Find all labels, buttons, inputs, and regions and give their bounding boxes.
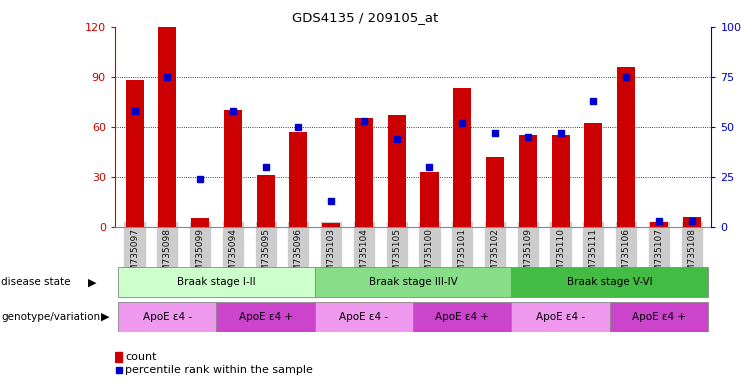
- Text: ApoE ε4 +: ApoE ε4 +: [632, 312, 686, 322]
- Bar: [118, 268, 315, 297]
- Text: disease state: disease state: [1, 277, 71, 287]
- Bar: [388, 115, 406, 227]
- Bar: [159, 27, 176, 227]
- Bar: [650, 222, 668, 227]
- Text: ApoE ε4 -: ApoE ε4 -: [143, 312, 192, 322]
- Title: GDS4135 / 209105_at: GDS4135 / 209105_at: [292, 11, 439, 24]
- Bar: [617, 67, 635, 227]
- Bar: [511, 302, 610, 331]
- Text: genotype/variation: genotype/variation: [1, 312, 101, 322]
- Text: ApoE ε4 -: ApoE ε4 -: [536, 312, 585, 322]
- Bar: [125, 80, 144, 227]
- Bar: [519, 135, 536, 227]
- Text: ▶: ▶: [101, 312, 110, 322]
- Bar: [315, 302, 413, 331]
- Bar: [682, 217, 701, 227]
- Bar: [315, 268, 511, 297]
- Bar: [256, 175, 275, 227]
- Bar: [355, 118, 373, 227]
- Bar: [511, 268, 708, 297]
- Bar: [290, 132, 308, 227]
- Bar: [216, 302, 315, 331]
- Bar: [115, 352, 122, 362]
- Text: Braak stage V-VI: Braak stage V-VI: [567, 277, 653, 287]
- Text: ApoE ε4 +: ApoE ε4 +: [435, 312, 489, 322]
- Bar: [585, 123, 602, 227]
- Text: ApoE ε4 +: ApoE ε4 +: [239, 312, 293, 322]
- Bar: [118, 302, 216, 331]
- Text: Braak stage III-IV: Braak stage III-IV: [369, 277, 457, 287]
- Bar: [453, 88, 471, 227]
- Bar: [610, 302, 708, 331]
- Text: count: count: [125, 352, 156, 362]
- Text: percentile rank within the sample: percentile rank within the sample: [125, 366, 313, 376]
- Text: Braak stage I-II: Braak stage I-II: [177, 277, 256, 287]
- Bar: [551, 135, 570, 227]
- Bar: [224, 110, 242, 227]
- Bar: [191, 218, 209, 227]
- Text: ApoE ε4 -: ApoE ε4 -: [339, 312, 388, 322]
- Bar: [486, 157, 504, 227]
- Bar: [420, 172, 439, 227]
- Bar: [413, 302, 511, 331]
- Bar: [322, 223, 340, 227]
- Text: ▶: ▶: [88, 277, 97, 287]
